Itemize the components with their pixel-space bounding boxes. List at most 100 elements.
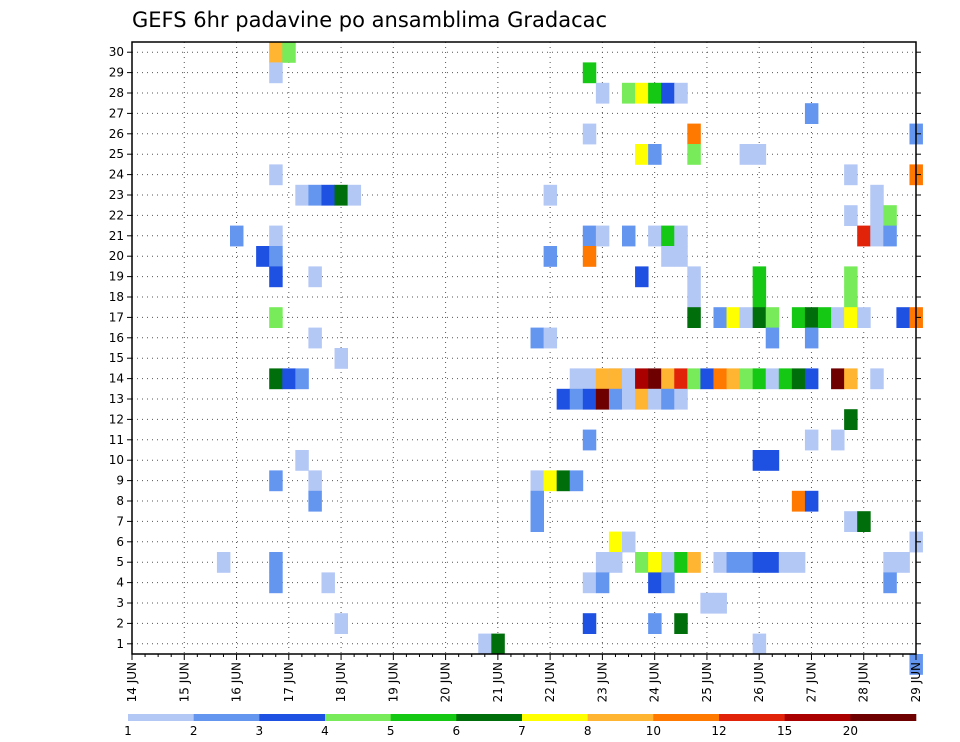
x-tick-label: 20 JUN (439, 662, 453, 702)
colorbar-segment (456, 714, 523, 721)
y-tick-label: 10 (109, 453, 124, 467)
heatmap-cell (804, 103, 819, 124)
heatmap-cell (622, 225, 636, 247)
heatmap-cell (674, 388, 688, 410)
y-tick-label: 26 (109, 127, 124, 141)
heatmap-cell (791, 552, 806, 573)
heatmap-cell (269, 246, 283, 267)
heatmap-cell (661, 246, 675, 267)
heatmap-cell (269, 164, 283, 186)
heatmap-cell (216, 552, 231, 573)
heatmap-cell (622, 368, 636, 390)
heatmap-cell (752, 633, 767, 655)
heatmap-cell (857, 307, 871, 328)
heatmap-cell (321, 572, 335, 594)
y-tick-label: 19 (109, 270, 124, 284)
heatmap-cell (595, 368, 610, 390)
heatmap-cell (844, 266, 858, 288)
heatmap-cell (831, 368, 845, 390)
y-tick-label: 12 (109, 412, 124, 426)
heatmap-cell (478, 633, 492, 655)
heatmap-cell (530, 490, 544, 512)
heatmap-cell (582, 123, 597, 145)
heatmap-cell (883, 572, 897, 594)
heatmap-cell (844, 511, 858, 532)
heatmap-cell (269, 368, 283, 390)
y-tick-label: 4 (116, 576, 124, 590)
heatmap-cell (909, 654, 923, 675)
y-tick-label: 5 (116, 555, 124, 569)
colorbar-segment (193, 714, 260, 721)
heatmap-cell (831, 307, 845, 328)
x-tick-label: 17 JUN (282, 662, 296, 702)
y-tick-label: 24 (109, 168, 124, 182)
y-axis: 1234567891011121314151617181920212223242… (109, 45, 921, 651)
heatmap-cell (752, 307, 767, 328)
heatmap-cell (687, 286, 701, 308)
heatmap-cell (308, 266, 322, 288)
heatmap-cell (543, 184, 558, 206)
heatmap-cell (870, 205, 884, 226)
colorbar-segment (390, 714, 457, 721)
heatmap-cell (674, 368, 688, 390)
heatmap-cell (674, 246, 688, 267)
heatmap-cell (661, 368, 675, 390)
colorbar-segment (325, 714, 391, 721)
heatmap-cell (752, 368, 767, 390)
y-tick-label: 8 (116, 494, 124, 508)
heatmap-cell (635, 82, 649, 104)
heatmap-cell (752, 450, 767, 471)
heatmap-cell (582, 572, 597, 594)
chart-title: GEFS 6hr padavine po ansamblima Gradacac (132, 8, 607, 32)
heatmap-cell (635, 552, 649, 573)
heatmap-cell (543, 246, 558, 267)
heatmap-cell (765, 450, 780, 471)
heatmap-cell (791, 368, 806, 390)
x-tick-label: 14 JUN (125, 662, 139, 702)
heatmap-cell (804, 490, 819, 512)
heatmap-cell (804, 327, 819, 349)
heatmap-cell (308, 327, 322, 349)
heatmap-cell (739, 144, 754, 165)
colorbar-label: 7 (518, 724, 526, 738)
x-tick-label: 18 JUN (334, 662, 348, 702)
colorbar-label: 2 (190, 724, 198, 738)
heatmap-cell (661, 82, 675, 104)
heatmap-cell (726, 368, 740, 390)
heatmap-cell (752, 552, 767, 573)
heatmap-cell (726, 552, 740, 573)
x-tick-label: 29 JUN (909, 662, 923, 702)
heatmap-cell (582, 613, 597, 634)
heatmap-cell (635, 266, 649, 288)
colorbar-label: 1 (124, 724, 132, 738)
y-tick-label: 1 (116, 637, 124, 651)
heatmap-cell (569, 470, 584, 492)
heatmap-cell (648, 613, 662, 634)
heatmap-cell (765, 368, 780, 390)
heatmap-cell (295, 450, 309, 471)
heatmap-cell (295, 368, 309, 390)
heatmap-cell (556, 388, 571, 410)
grid (132, 42, 916, 654)
heatmap-cell (883, 205, 897, 226)
y-tick-label: 20 (109, 249, 124, 263)
heatmap-cell (844, 164, 858, 186)
heatmap-cell (543, 327, 558, 349)
y-tick-label: 30 (109, 45, 124, 59)
colorbar-segment (784, 714, 851, 721)
colorbar-label: 3 (256, 724, 264, 738)
colorbar-segment (259, 714, 326, 721)
heatmap-cell (674, 82, 688, 104)
heatmap-cell (543, 470, 558, 492)
heatmap-cell (687, 266, 701, 288)
heatmap-cell (713, 592, 727, 614)
heatmap-cell (818, 307, 832, 328)
heatmap-cell (765, 552, 780, 573)
y-tick-label: 14 (109, 372, 124, 386)
heatmap-cell (622, 531, 636, 553)
heatmap-cell (648, 144, 662, 165)
heatmap-cell (739, 368, 754, 390)
heatmap-cell (791, 490, 806, 512)
y-tick-label: 13 (109, 392, 124, 406)
colorbar-label: 8 (584, 724, 592, 738)
